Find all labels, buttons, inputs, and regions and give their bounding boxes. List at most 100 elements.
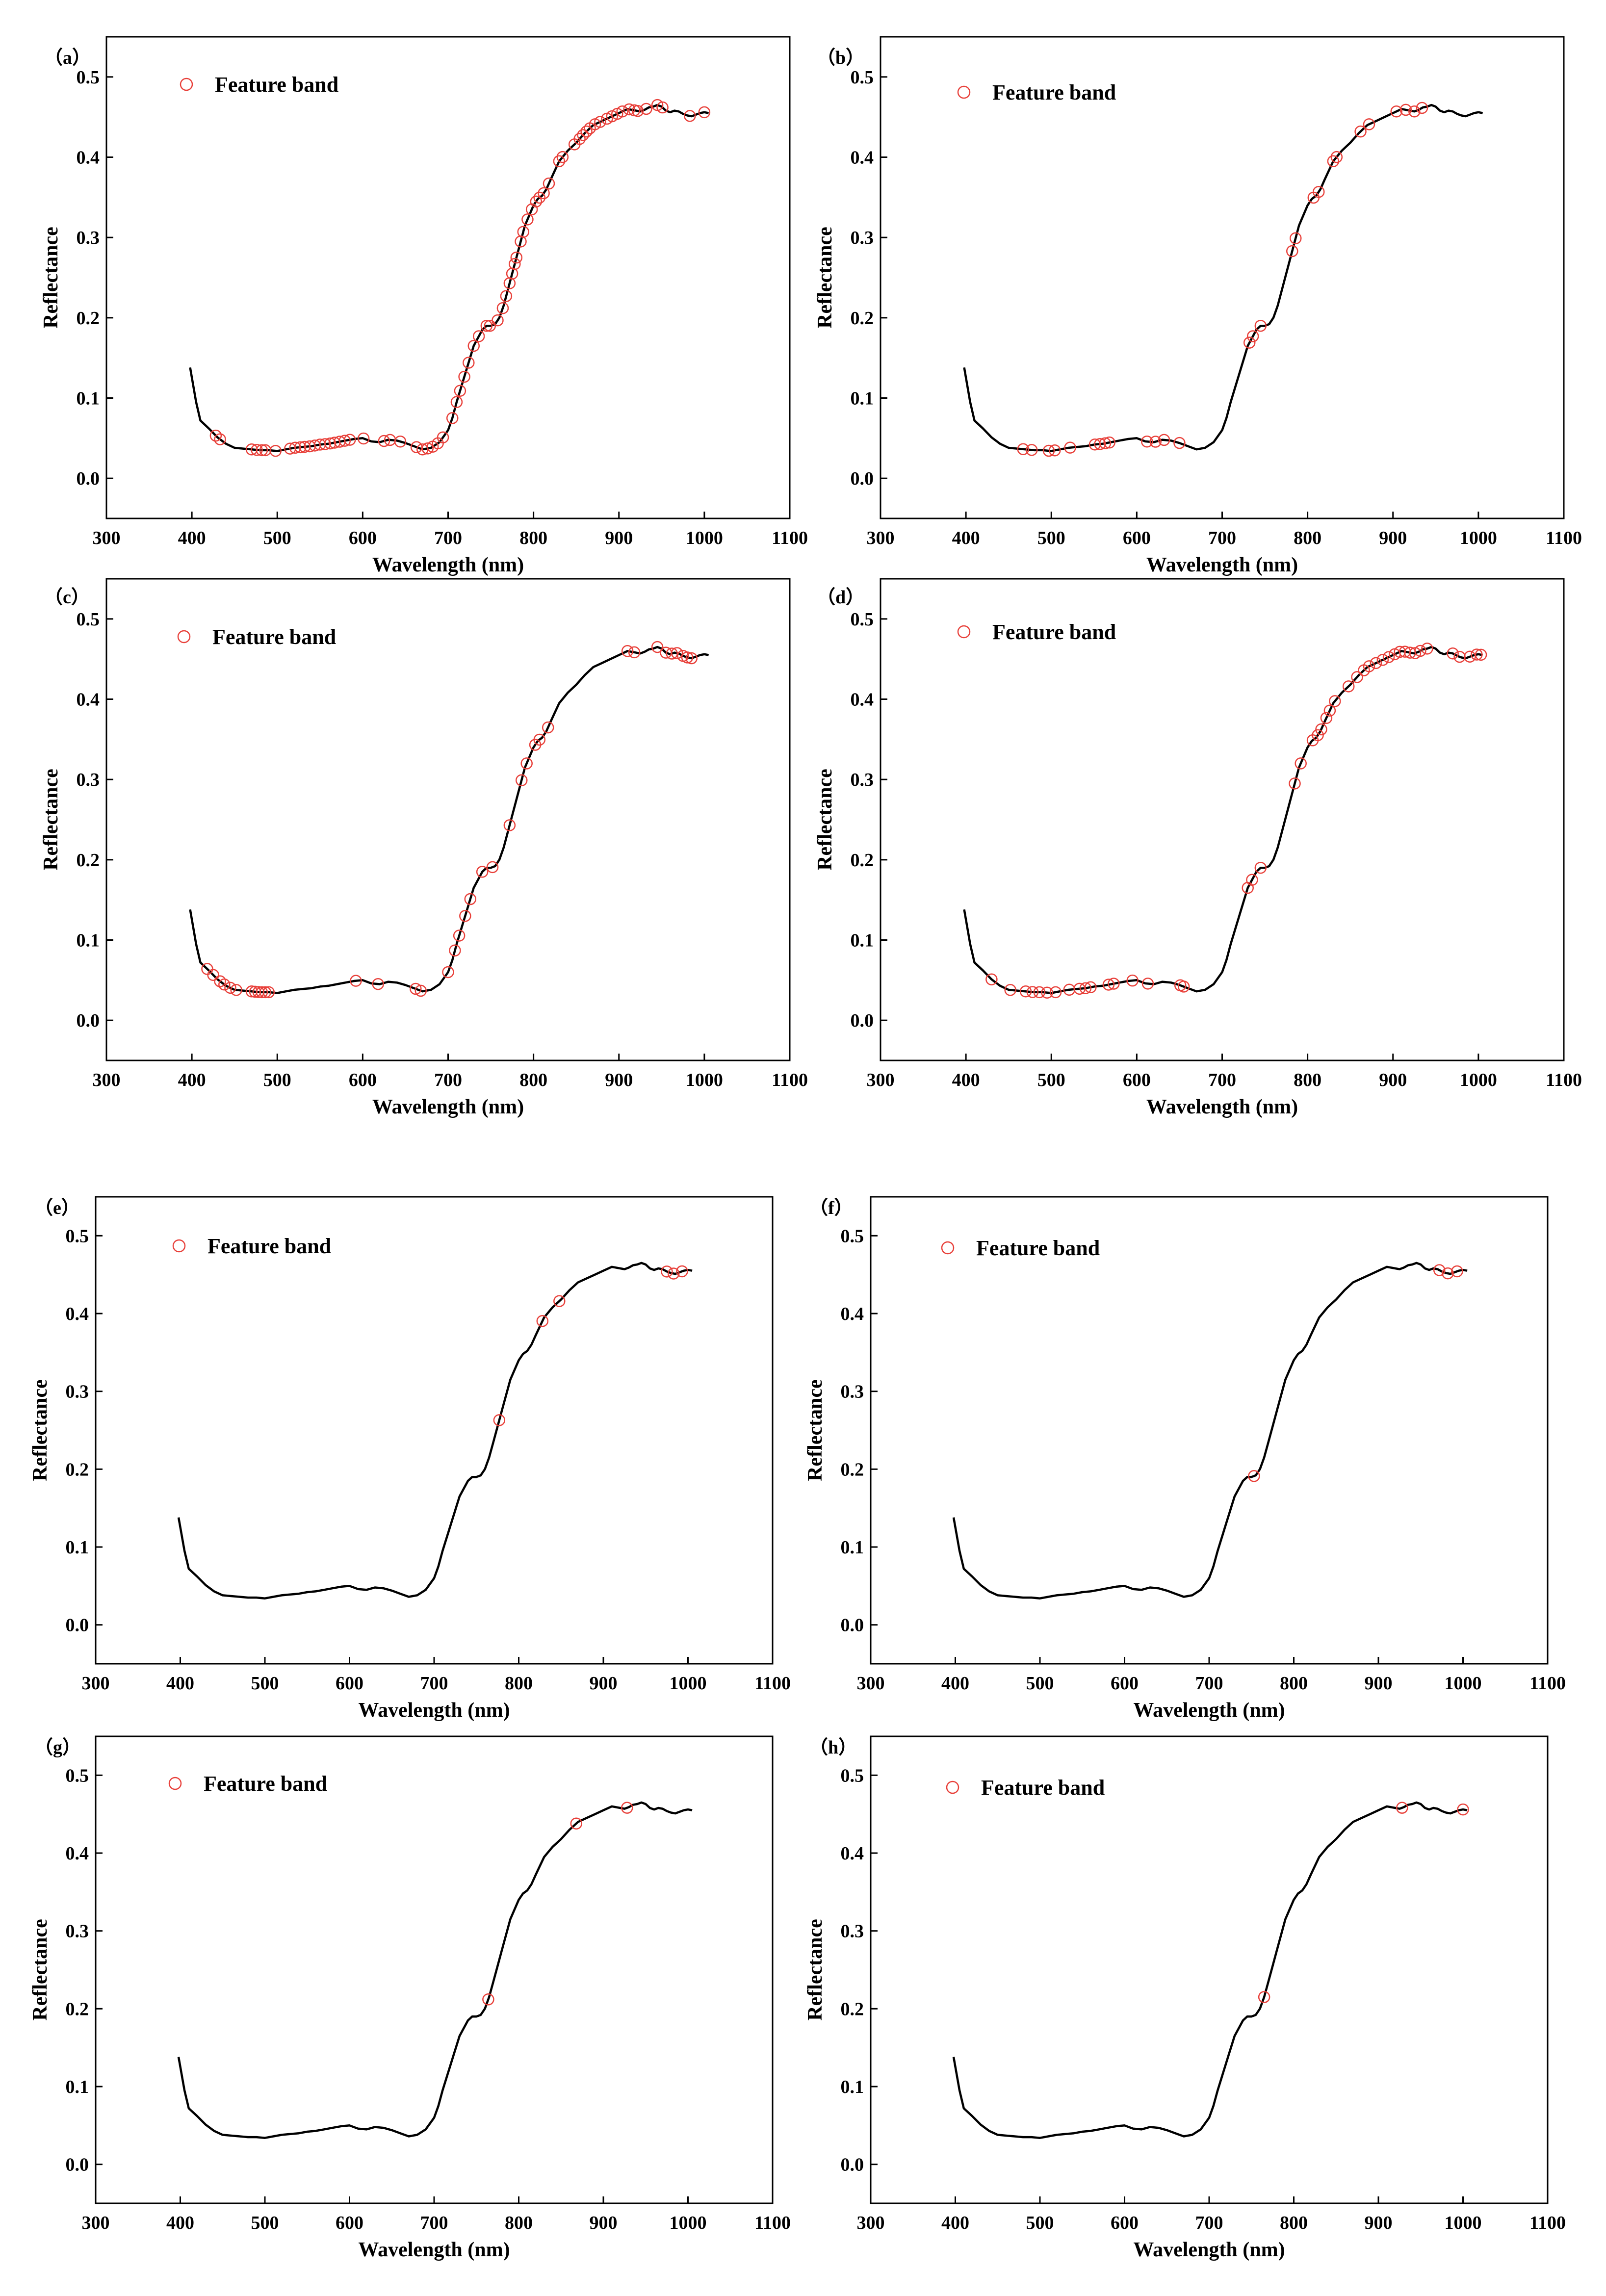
panel-label-f: （f） — [809, 1198, 853, 1218]
legend-label: Feature band — [212, 625, 336, 649]
x-tick-label: 1100 — [1529, 2213, 1566, 2233]
y-tick-label: 0.3 — [851, 228, 874, 248]
feature-band-marker — [450, 396, 463, 408]
feature-band-marker — [378, 435, 390, 447]
x-tick-label: 800 — [519, 528, 547, 548]
x-tick-label: 600 — [349, 1070, 377, 1090]
feature-band-marker — [459, 910, 471, 922]
y-tick-label: 0.4 — [77, 148, 100, 168]
feature-band-marker — [533, 733, 546, 746]
feature-band-marker — [1327, 155, 1340, 167]
x-axis-title: Wavelength (nm) — [1133, 1699, 1285, 1722]
feature-band-marker — [1246, 330, 1259, 342]
feature-band-marker — [319, 438, 332, 450]
feature-band-marker — [410, 982, 422, 995]
y-tick-label: 0.2 — [66, 1999, 89, 2019]
legend-label: Feature band — [992, 620, 1116, 644]
x-tick-label: 400 — [941, 1673, 969, 1694]
feature-band-marker — [1289, 232, 1302, 245]
legend-marker — [946, 1780, 959, 1794]
x-tick-label: 800 — [1294, 1070, 1321, 1090]
feature-band-marker — [1094, 438, 1106, 450]
feature-band-marker — [480, 319, 493, 332]
x-tick-label: 900 — [590, 1673, 618, 1694]
feature-band-marker — [1141, 978, 1154, 990]
feature-band-marker — [623, 103, 635, 116]
feature-band-marker — [503, 819, 516, 831]
feature-band-marker — [1409, 647, 1422, 659]
spectrum-line — [189, 103, 709, 452]
feature-band-marker — [681, 651, 694, 664]
x-tick-label: 300 — [93, 1070, 121, 1090]
panel-h: （h） 300 400 500 600 700 800 900 1000 1100 0.0 0.1 0.… — [804, 1735, 1566, 2261]
feature-band-marker — [1342, 680, 1355, 693]
x-tick-label: 1000 — [1460, 528, 1497, 548]
x-tick-label: 1000 — [686, 1070, 723, 1090]
x-tick-label: 300 — [857, 1673, 885, 1694]
feature-band-marker — [580, 125, 593, 138]
feature-band-marker — [256, 444, 268, 457]
feature-band-marker — [1315, 723, 1327, 736]
feature-band-marker — [467, 339, 480, 352]
feature-band-marker — [442, 966, 454, 979]
feature-band-marker — [289, 441, 302, 454]
y-tick-label: 0.3 — [77, 228, 100, 248]
x-tick-label: 1100 — [754, 1673, 791, 1694]
feature-band-marker — [667, 1267, 680, 1280]
x-tick-label: 800 — [1280, 2213, 1308, 2233]
feature-band-marker — [570, 1817, 583, 1830]
feature-band-marker — [1149, 436, 1162, 448]
y-tick-label: 0.0 — [851, 1010, 874, 1031]
feature-band-marker — [357, 432, 370, 445]
feature-band-marker — [1329, 695, 1341, 707]
feature-band-marker — [230, 984, 242, 996]
legend-label: Feature band — [981, 1776, 1105, 1800]
y-tick-label: 0.0 — [851, 468, 874, 489]
feature-band-marker — [350, 975, 362, 987]
feature-band-marker — [1019, 985, 1032, 998]
plot-frame — [870, 1735, 1549, 2204]
x-tick-label: 1000 — [686, 528, 723, 548]
feature-band-marker — [553, 155, 566, 167]
y-tick-label: 0.5 — [841, 1765, 864, 1786]
feature-band-marker — [1399, 103, 1412, 116]
feature-band-marker — [509, 258, 521, 270]
feature-band-marker — [496, 302, 509, 314]
legend-marker — [941, 1241, 955, 1255]
feature-band-marker — [530, 195, 543, 208]
feature-band-marker — [1396, 1802, 1408, 1814]
x-tick-label: 700 — [420, 1673, 448, 1694]
feature-band-marker — [1042, 444, 1055, 457]
panel-b: （b） 300 400 500 600 700 800 900 1000 1100 0.0 0.1 0.… — [814, 36, 1582, 576]
feature-band-marker — [1442, 1267, 1454, 1280]
legend-label: Feature band — [992, 80, 1116, 104]
feature-band-marker — [209, 429, 222, 442]
feature-band-marker — [533, 191, 546, 204]
feature-band-marker — [1416, 102, 1428, 114]
y-tick-label: 0.2 — [77, 850, 100, 871]
x-tick-label: 300 — [93, 528, 121, 548]
x-tick-label: 500 — [263, 1070, 291, 1090]
x-axis-title: Wavelength (nm) — [372, 554, 524, 576]
x-tick-label: 600 — [1123, 1070, 1151, 1090]
y-tick-label: 0.5 — [66, 1765, 89, 1786]
feature-band-marker — [1351, 671, 1363, 683]
spectrum-line — [177, 1262, 693, 1599]
feature-band-marker — [1033, 986, 1046, 999]
x-tick-label: 1100 — [1546, 1070, 1582, 1090]
x-tick-label: 900 — [1379, 528, 1407, 548]
x-tick-label: 300 — [82, 1673, 110, 1694]
feature-band-marker — [1382, 651, 1395, 663]
y-tick-label: 0.2 — [841, 1459, 864, 1480]
y-tick-label: 0.0 — [77, 468, 100, 489]
y-tick-label: 0.2 — [77, 308, 100, 329]
feature-band-marker — [685, 652, 698, 665]
x-tick-label: 1000 — [670, 1673, 707, 1694]
feature-band-marker — [661, 1265, 673, 1278]
x-tick-label: 600 — [336, 2213, 363, 2233]
x-tick-label: 1100 — [772, 528, 808, 548]
feature-band-marker — [1323, 704, 1336, 717]
y-tick-label: 0.1 — [851, 388, 874, 409]
y-tick-label: 0.0 — [66, 1615, 89, 1636]
feature-band-marker — [372, 978, 384, 990]
